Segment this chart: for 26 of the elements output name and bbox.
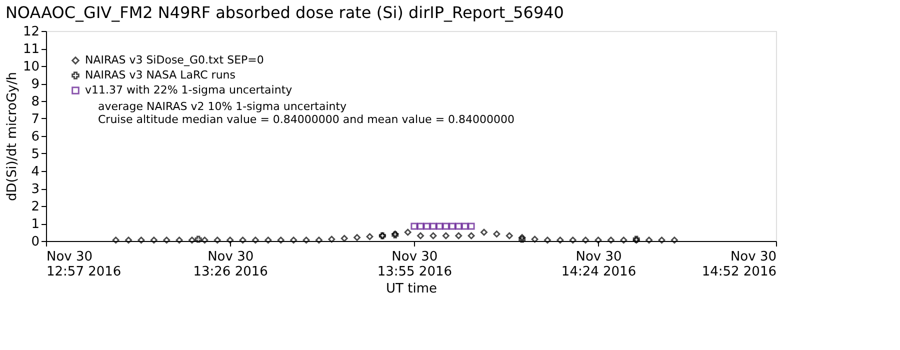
y-tick-label: 0 — [31, 234, 40, 250]
y-tick-label: 7 — [31, 112, 40, 127]
y-axis-title: dD(Si)/dt microGy/h — [4, 72, 20, 201]
x-tick-label: Nov 30 13:26 2016 — [193, 250, 268, 280]
x-tick-label: Nov 30 12:57 2016 — [46, 250, 122, 280]
y-tick-label: 2 — [31, 200, 40, 214]
y-tick-label: 9 — [31, 77, 40, 92]
x-tick-label: Nov 30 14:24 2016 — [561, 250, 636, 280]
annotation: average NAIRAS v2 10% 1-sigma uncertainty — [98, 100, 348, 113]
x-tick-label: Nov 30 13:55 2016 — [377, 250, 452, 280]
x-tick-label: Nov 30 14:52 2016 — [702, 250, 776, 280]
y-tick-label: 11 — [22, 42, 40, 57]
x-axis-title: UT time — [386, 282, 437, 296]
y-tick-label: 4 — [31, 164, 40, 180]
annotation: Cruise altitude median value = 0.84000000 and mean value = 0.84000000 — [98, 113, 515, 126]
chart-title: NOAAOC_GIV_FM2 N49RF absorbed dose rate (Si) dirIP_Report_56940 — [5, 3, 564, 22]
y-tick-label: 1 — [31, 217, 40, 232]
y-tick-label: 3 — [31, 182, 40, 197]
y-tick-label: 12 — [22, 24, 40, 40]
y-tick-label: 10 — [22, 60, 40, 74]
legend-label: NAIRAS v3 SiDose_G0.txt SEP=0 — [85, 54, 264, 66]
legend-label: v11.37 with 22% 1-sigma uncertainty — [85, 84, 293, 96]
y-tick-label: 6 — [31, 130, 40, 144]
legend-label: NAIRAS v3 NASA LaRC runs — [85, 68, 236, 82]
y-tick-label: 8 — [31, 94, 40, 110]
y-tick-label: 5 — [31, 147, 40, 162]
